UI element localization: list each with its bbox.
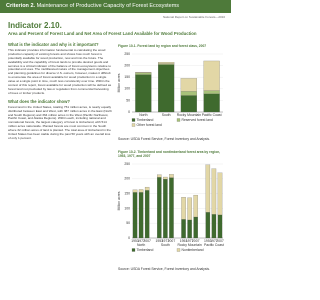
- x-tick-label: North: [139, 113, 147, 117]
- section-text: This indicator provides information fund…: [8, 47, 112, 95]
- legend-label: Reserved forest land: [182, 118, 213, 122]
- x-tick-label: 1977: [210, 239, 218, 243]
- source: Source: USDA Forest Service, Forest Inve…: [118, 267, 210, 271]
- bar-segment: [157, 174, 162, 178]
- bar-segment: [187, 219, 192, 239]
- legend-label: Timberland: [137, 118, 154, 122]
- y-axis-label: Million acres: [117, 191, 121, 210]
- chart: Million acres050100150200250195319772007…: [117, 162, 224, 271]
- bar-segment: [211, 168, 217, 215]
- bar-segment: [163, 178, 168, 239]
- bar-segment: [205, 212, 211, 239]
- x-tick-label: 1977: [137, 239, 145, 243]
- y-tick-label: 200: [124, 177, 130, 181]
- y-tick-label: 100: [124, 87, 130, 91]
- y-tick-label: 250: [124, 162, 130, 166]
- bar-segment: [205, 164, 211, 213]
- x-tick-label: 1953: [131, 239, 139, 243]
- x-tick-label: 2007: [143, 239, 151, 243]
- criterion: Criterion 2. Maintenance of Productive C…: [6, 3, 179, 9]
- indicator-title: Area and Percent of Forest Land and Net …: [8, 31, 197, 36]
- bar-segment: [203, 90, 220, 95]
- bar-segment: [144, 190, 150, 239]
- y-tick-label: 0: [128, 110, 130, 114]
- bar-segment: [138, 192, 144, 239]
- bar-segment: [135, 71, 152, 73]
- bar-segment: [163, 176, 168, 180]
- x-tick-label: 1977: [162, 239, 170, 243]
- y-tick-label: 150: [124, 191, 130, 195]
- group-label: Pacific Coast: [204, 243, 224, 247]
- legend-swatch: [176, 118, 181, 122]
- bar-segment: [203, 93, 220, 113]
- y-tick-label: 0: [128, 236, 130, 240]
- legend-swatch: [131, 248, 136, 252]
- bar-segment: [158, 63, 175, 65]
- bar-segment: [135, 74, 152, 113]
- bar-segment: [180, 95, 197, 113]
- bar-segment: [217, 172, 223, 216]
- bar-segment: [157, 177, 162, 239]
- legend-swatch: [131, 123, 136, 127]
- bar-segment: [187, 197, 192, 221]
- bar-segment: [158, 62, 175, 64]
- x-tick-label: South: [162, 113, 171, 117]
- y-tick-label: 50: [126, 221, 130, 225]
- bar-segment: [181, 197, 186, 220]
- x-tick-label: 1977: [186, 239, 194, 243]
- legend-label: Timberland: [137, 248, 154, 252]
- figure-title: Figure 10-1. Forest land by region and f…: [118, 44, 207, 48]
- left-column: What is the indicator and why is it impo…: [8, 42, 112, 141]
- section-heading: What is the indicator and why is it impo…: [8, 42, 99, 47]
- bar-segment: [169, 174, 174, 178]
- bar-segment: [135, 72, 152, 75]
- bar-segment: [211, 214, 217, 239]
- bar-segment: [144, 186, 150, 191]
- x-tick-label: 2007: [168, 239, 176, 243]
- y-tick-label: 200: [124, 63, 130, 67]
- section-text: Forest land in the United States, totali…: [8, 104, 112, 140]
- bar-segment: [181, 219, 186, 239]
- y-tick-label: 50: [126, 98, 130, 102]
- source: Source: USDA Forest Service, Forest Inve…: [118, 137, 210, 141]
- bar-segment: [169, 177, 174, 239]
- bar-segment: [138, 189, 144, 193]
- bar-segment: [132, 189, 138, 193]
- x-tick-label: 1953: [156, 239, 164, 243]
- legend-label: Nontimberland: [182, 248, 204, 252]
- section-heading: What does the indicator show?: [8, 98, 70, 104]
- x-tick-label: 1953: [180, 239, 188, 243]
- x-tick-label: Pacific Coast: [202, 113, 222, 117]
- x-tick-label: 2007: [216, 239, 224, 243]
- criterion-number: Criterion 2.: [6, 3, 36, 9]
- report-name: National Report on Sustainable Forests—2…: [162, 15, 225, 19]
- y-axis-label: Million acres: [117, 73, 121, 92]
- group-label: North: [137, 243, 145, 247]
- group-label: South: [161, 243, 170, 247]
- header-band: [0, 0, 231, 13]
- bar-segment: [132, 192, 138, 239]
- x-tick-label: 2007: [192, 239, 200, 243]
- page: Criterion 2. Maintenance of Productive C…: [0, 0, 231, 271]
- legend-swatch: [176, 248, 181, 252]
- x-tick-label: 1953: [204, 239, 212, 243]
- bar-segment: [203, 60, 220, 91]
- bar-segment: [217, 214, 223, 239]
- y-tick-label: 150: [124, 75, 130, 79]
- legend-swatch: [131, 118, 136, 122]
- indicator-number: Indicator 2.10.: [8, 21, 62, 30]
- bar-segment: [158, 64, 175, 113]
- chart: Million acres 0 50 100 150 200 250 North South Ro…: [117, 52, 223, 141]
- bar-segment: [193, 194, 198, 218]
- bar-segment: [180, 91, 197, 96]
- group-label: Rocky Mountain: [177, 243, 201, 247]
- bar-segment: [180, 78, 197, 92]
- x-tick-label: Rocky Mountain: [177, 113, 201, 117]
- y-tick-label: 100: [124, 206, 130, 210]
- bar-segment: [193, 216, 198, 239]
- figure-title: Figure 10-2. Timberland and nontimberlan…: [118, 150, 221, 158]
- legend-label: Other forest land: [137, 123, 162, 127]
- y-tick-label: 250: [124, 52, 130, 56]
- criterion-title: Maintenance of Productive Capacity of Fo…: [36, 3, 180, 9]
